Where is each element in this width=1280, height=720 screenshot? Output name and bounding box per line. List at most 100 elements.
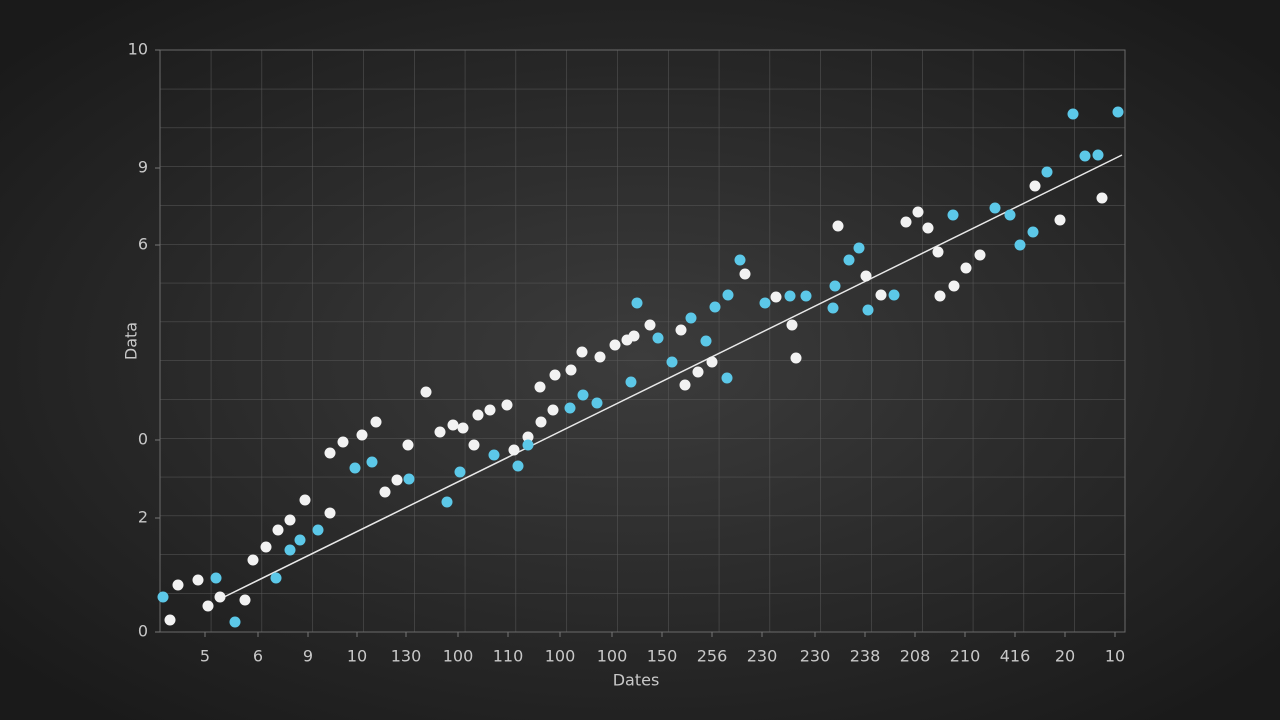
point bbox=[721, 372, 733, 384]
x-tick-label: 6 bbox=[253, 647, 263, 666]
point bbox=[454, 466, 466, 478]
point bbox=[1004, 209, 1016, 221]
point bbox=[912, 206, 924, 218]
point bbox=[862, 304, 874, 316]
point bbox=[948, 280, 960, 292]
point bbox=[172, 579, 184, 591]
point bbox=[284, 544, 296, 556]
x-tick-label: 10 bbox=[347, 647, 367, 666]
y-tick-label: 6 bbox=[138, 235, 148, 254]
point bbox=[832, 220, 844, 232]
x-tick-label: 416 bbox=[1000, 647, 1031, 666]
point bbox=[522, 431, 534, 443]
x-tick-label: 100 bbox=[443, 647, 474, 666]
point bbox=[192, 574, 204, 586]
point bbox=[214, 591, 226, 603]
point bbox=[349, 462, 361, 474]
point bbox=[989, 202, 1001, 214]
point bbox=[875, 289, 887, 301]
point bbox=[391, 474, 403, 486]
point bbox=[366, 456, 378, 468]
point bbox=[1041, 166, 1053, 178]
y-tick-label: 9 bbox=[138, 158, 148, 177]
point bbox=[685, 312, 697, 324]
point bbox=[675, 324, 687, 336]
point bbox=[576, 346, 588, 358]
point bbox=[522, 439, 534, 451]
x-tick-label: 20 bbox=[1055, 647, 1075, 666]
x-tick-label: 5 bbox=[200, 647, 210, 666]
point bbox=[652, 332, 664, 344]
point bbox=[1054, 214, 1066, 226]
point bbox=[1112, 106, 1124, 118]
point bbox=[547, 404, 559, 416]
point bbox=[164, 614, 176, 626]
point bbox=[260, 541, 272, 553]
point bbox=[484, 404, 496, 416]
x-tick-label: 100 bbox=[597, 647, 628, 666]
point bbox=[734, 254, 746, 266]
point bbox=[827, 302, 839, 314]
point bbox=[270, 572, 282, 584]
point bbox=[549, 369, 561, 381]
point bbox=[534, 381, 546, 393]
point bbox=[843, 254, 855, 266]
y-tick-label: 0 bbox=[138, 430, 148, 449]
x-axis-label: Dates bbox=[613, 671, 660, 690]
point bbox=[700, 335, 712, 347]
point bbox=[229, 616, 241, 628]
point bbox=[1027, 226, 1039, 238]
x-tick-label: 150 bbox=[647, 647, 678, 666]
point bbox=[299, 494, 311, 506]
plot-area bbox=[159, 49, 1126, 633]
point bbox=[770, 291, 782, 303]
point bbox=[784, 290, 796, 302]
point bbox=[900, 216, 912, 228]
point bbox=[644, 319, 656, 331]
x-tick-label: 230 bbox=[747, 647, 778, 666]
point bbox=[434, 426, 446, 438]
point bbox=[853, 242, 865, 254]
y-tick-label: 2 bbox=[138, 508, 148, 527]
point bbox=[535, 416, 547, 428]
y-tick-label: 0 bbox=[138, 622, 148, 641]
point bbox=[790, 352, 802, 364]
point bbox=[800, 290, 812, 302]
x-tick-label: 9 bbox=[303, 647, 313, 666]
point bbox=[666, 356, 678, 368]
point bbox=[1067, 108, 1079, 120]
point bbox=[974, 249, 986, 261]
point bbox=[1092, 149, 1104, 161]
point bbox=[1096, 192, 1108, 204]
point bbox=[934, 290, 946, 302]
point bbox=[709, 301, 721, 313]
x-tick-label: 130 bbox=[391, 647, 422, 666]
point bbox=[284, 514, 296, 526]
point bbox=[860, 270, 872, 282]
point bbox=[441, 496, 453, 508]
point bbox=[679, 379, 691, 391]
point bbox=[508, 444, 520, 456]
point bbox=[370, 416, 382, 428]
x-tick-label: 100 bbox=[545, 647, 576, 666]
x-tick-label: 208 bbox=[900, 647, 931, 666]
point bbox=[239, 594, 251, 606]
point bbox=[447, 419, 459, 431]
point bbox=[722, 289, 734, 301]
point bbox=[591, 397, 603, 409]
point bbox=[356, 429, 368, 441]
point bbox=[324, 507, 336, 519]
point bbox=[786, 319, 798, 331]
point bbox=[947, 209, 959, 221]
point bbox=[468, 439, 480, 451]
point bbox=[403, 473, 415, 485]
point bbox=[512, 460, 524, 472]
point bbox=[247, 554, 259, 566]
point bbox=[932, 246, 944, 258]
x-tick-label: 238 bbox=[850, 647, 881, 666]
point bbox=[1079, 150, 1091, 162]
y-tick-label: 10 bbox=[128, 40, 148, 59]
point bbox=[272, 524, 284, 536]
point bbox=[294, 534, 306, 546]
